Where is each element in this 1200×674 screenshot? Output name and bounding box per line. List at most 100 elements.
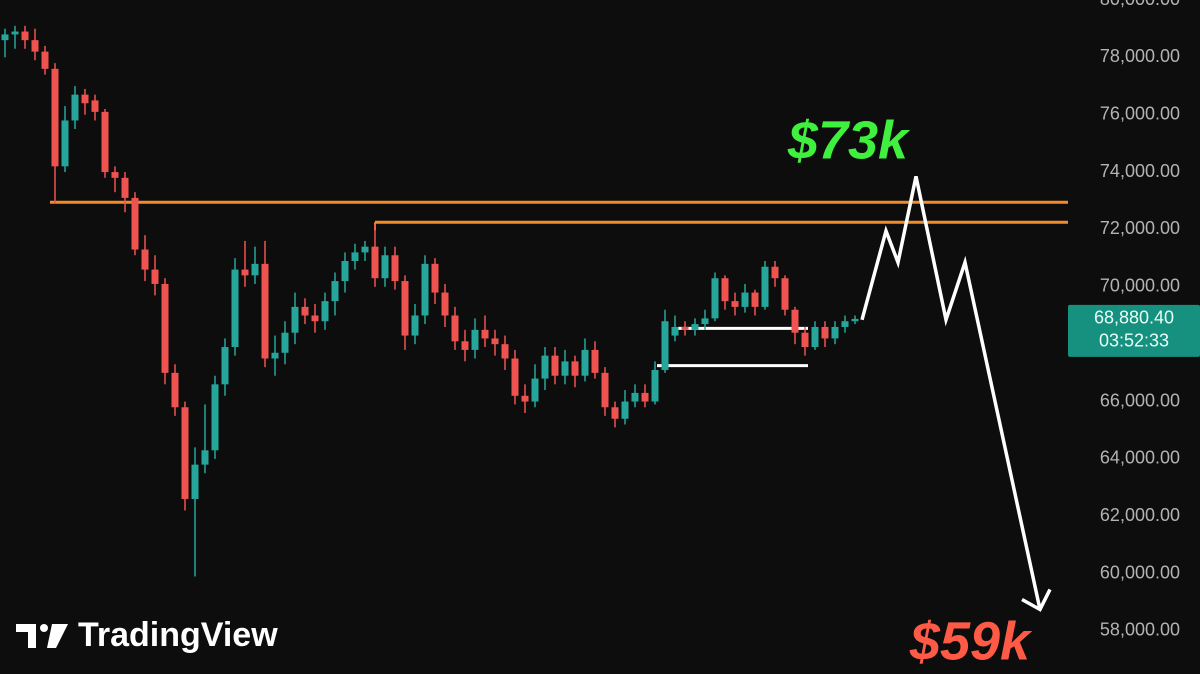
candle-body (241, 269, 249, 276)
candle-body (401, 281, 409, 336)
candle-body (191, 464, 199, 500)
candle-body (141, 249, 149, 270)
candle-body (741, 292, 749, 307)
candle-body (411, 315, 419, 336)
candle-body (541, 355, 549, 379)
candle-body (551, 355, 559, 376)
candle-body (841, 321, 849, 327)
candle-body (581, 349, 589, 376)
candle-body (11, 31, 19, 35)
y-tick-label: 80,000.00 (1100, 0, 1180, 9)
logo-mark (16, 624, 36, 648)
candle-body (231, 269, 239, 348)
candle-body (731, 301, 739, 307)
y-tick-label: 74,000.00 (1100, 161, 1180, 181)
candle-body (721, 278, 729, 302)
candle-body (801, 332, 809, 348)
candle-body (751, 292, 759, 307)
candle-body (71, 94, 79, 121)
annotation: $59k (909, 611, 1033, 671)
candle-body (501, 344, 509, 359)
candle-body (691, 324, 699, 330)
y-tick-label: 66,000.00 (1100, 390, 1180, 410)
candle-body (421, 263, 429, 316)
candle-body (121, 177, 129, 198)
candle-body (171, 372, 179, 408)
y-tick-label: 60,000.00 (1100, 562, 1180, 582)
candle-body (631, 392, 639, 402)
candle-body (451, 315, 459, 342)
candle-body (251, 263, 259, 276)
y-tick-label: 78,000.00 (1100, 46, 1180, 66)
y-tick-label: 76,000.00 (1100, 103, 1180, 123)
candle-body (481, 329, 489, 339)
candle-body (701, 318, 709, 325)
candle-body (281, 332, 289, 353)
candle-body (1, 34, 9, 41)
candle-body (621, 401, 629, 419)
candle-body (301, 306, 309, 316)
candle-body (791, 309, 799, 333)
candle-body (341, 260, 349, 282)
candle-body (811, 326, 819, 348)
candle-body (221, 347, 229, 385)
candle-body (531, 378, 539, 402)
candle-body (571, 361, 579, 376)
projection-line (860, 176, 1042, 610)
candle-body (821, 326, 829, 339)
logo-dot (40, 624, 48, 632)
candle-body (671, 326, 679, 336)
candle-body (81, 94, 89, 104)
y-tick-label: 62,000.00 (1100, 505, 1180, 525)
candle-body (491, 338, 499, 345)
candle-body (601, 372, 609, 408)
candle-body (761, 266, 769, 307)
candle-body (611, 407, 619, 419)
candle-body (41, 51, 49, 69)
annotation: $73k (787, 110, 911, 170)
candle-body (461, 341, 469, 350)
candle-body (661, 321, 669, 370)
y-tick-label: 72,000.00 (1100, 218, 1180, 238)
candle-body (131, 197, 139, 250)
candle-body (101, 111, 109, 173)
candle-body (441, 292, 449, 316)
price-label: 68,880.40 (1094, 308, 1174, 328)
price-badge (1068, 304, 1200, 357)
candle-body (781, 278, 789, 310)
candle-body (311, 315, 319, 322)
candle-body (521, 395, 529, 402)
watermark-logo (16, 624, 68, 648)
candle-body (91, 100, 99, 112)
y-tick-label: 58,000.00 (1100, 620, 1180, 640)
candle-body (111, 172, 119, 178)
watermark: TradingView (78, 616, 278, 654)
candle-body (391, 255, 399, 282)
candle-body (771, 266, 779, 279)
candle-body (511, 358, 519, 396)
y-tick-label: 64,000.00 (1100, 448, 1180, 468)
candle-body (641, 392, 649, 402)
candle-body (331, 281, 339, 302)
candle-body (61, 120, 69, 167)
candle-body (321, 301, 329, 322)
candle-body (361, 246, 369, 253)
candle-body (371, 246, 379, 279)
candle-body (471, 329, 479, 350)
candle-body (431, 263, 439, 293)
candle-body (651, 369, 659, 402)
candle-body (211, 384, 219, 451)
candle-body (381, 255, 389, 279)
candle-body (561, 361, 569, 376)
candle-body (261, 263, 269, 359)
candle-body (31, 40, 39, 52)
candle-body (681, 326, 689, 330)
candle-body (711, 278, 719, 319)
candle-body (851, 318, 859, 322)
candle-body (201, 450, 209, 465)
candle-body (51, 68, 59, 167)
candle-body (161, 283, 169, 373)
